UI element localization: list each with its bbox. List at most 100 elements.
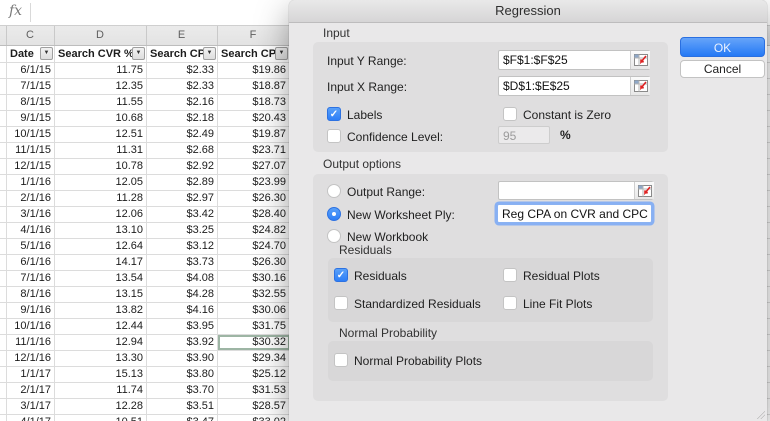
cell[interactable]: $24.70 xyxy=(218,239,290,254)
cell[interactable]: 12/1/15 xyxy=(7,159,55,174)
cell[interactable]: $23.71 xyxy=(218,143,290,158)
cell[interactable]: $4.08 xyxy=(147,271,218,286)
cell[interactable]: 11.28 xyxy=(55,191,147,206)
cell[interactable]: 12/1/16 xyxy=(7,351,55,366)
filter-dropdown-icon[interactable]: ▼ xyxy=(275,47,288,60)
cell[interactable]: $3.25 xyxy=(147,223,218,238)
cell[interactable] xyxy=(0,46,7,62)
cell[interactable]: 12.51 xyxy=(55,127,147,142)
cell[interactable] xyxy=(0,319,7,334)
cell[interactable] xyxy=(0,303,7,318)
cell[interactable]: 9/1/15 xyxy=(7,111,55,126)
cell[interactable] xyxy=(0,79,7,94)
input-y-range-field[interactable]: $F$1:$F$25 xyxy=(498,50,650,70)
cell[interactable]: $23.99 xyxy=(218,175,290,190)
cell[interactable]: 6/1/15 xyxy=(7,63,55,78)
header-cell-cvr[interactable]: Search CVR % ▼ xyxy=(55,46,147,62)
column-header-f[interactable]: F xyxy=(249,29,257,41)
range-picker-icon[interactable] xyxy=(630,51,650,69)
cell[interactable]: 13.30 xyxy=(55,351,147,366)
header-cell-cpa[interactable]: Search CPA ▼ xyxy=(218,46,290,62)
cell[interactable] xyxy=(0,335,7,350)
cell[interactable]: $18.87 xyxy=(218,79,290,94)
cell[interactable]: $29.34 xyxy=(218,351,290,366)
column-header-d[interactable]: D xyxy=(96,29,104,41)
cell[interactable]: $2.89 xyxy=(147,175,218,190)
input-x-range-field[interactable]: $D$1:$E$25 xyxy=(498,76,650,96)
new-worksheet-field[interactable]: Reg CPA on CVR and CPC xyxy=(497,204,652,223)
cell[interactable]: $4.16 xyxy=(147,303,218,318)
cell[interactable]: 12.44 xyxy=(55,319,147,334)
cell[interactable]: $25.12 xyxy=(218,367,290,382)
cell[interactable]: 12.06 xyxy=(55,207,147,222)
cancel-button[interactable]: Cancel xyxy=(680,60,765,78)
cell[interactable] xyxy=(0,383,7,398)
cell[interactable]: $28.40 xyxy=(218,207,290,222)
cell[interactable] xyxy=(0,127,7,142)
cell[interactable] xyxy=(0,223,7,238)
cell[interactable]: 13.10 xyxy=(55,223,147,238)
cell[interactable] xyxy=(0,63,7,78)
cell[interactable] xyxy=(0,95,7,110)
cell[interactable]: 2/1/17 xyxy=(7,383,55,398)
cell[interactable] xyxy=(0,287,7,302)
cell[interactable]: 3/1/16 xyxy=(7,207,55,222)
labels-checkbox[interactable] xyxy=(327,107,341,121)
cell[interactable]: $3.73 xyxy=(147,255,218,270)
cell[interactable]: 10.68 xyxy=(55,111,147,126)
cell[interactable]: 2/1/16 xyxy=(7,191,55,206)
cell[interactable]: $3.12 xyxy=(147,239,218,254)
cell[interactable]: $3.51 xyxy=(147,399,218,414)
cell[interactable]: $33.02 xyxy=(218,415,290,421)
cell[interactable]: 12.35 xyxy=(55,79,147,94)
cell[interactable]: $2.68 xyxy=(147,143,218,158)
constant-zero-checkbox[interactable] xyxy=(503,107,517,121)
cell[interactable]: $30.06 xyxy=(218,303,290,318)
cell[interactable]: $31.53 xyxy=(218,383,290,398)
cell[interactable]: $24.82 xyxy=(218,223,290,238)
cell[interactable]: 7/1/15 xyxy=(7,79,55,94)
filter-dropdown-icon[interactable]: ▼ xyxy=(132,47,145,60)
cell[interactable]: $2.92 xyxy=(147,159,218,174)
filter-dropdown-icon[interactable]: ▼ xyxy=(203,47,216,60)
cell[interactable]: 11.75 xyxy=(55,63,147,78)
cell[interactable]: $27.07 xyxy=(218,159,290,174)
cell[interactable]: $3.90 xyxy=(147,351,218,366)
cell[interactable]: 4/1/16 xyxy=(7,223,55,238)
cell[interactable]: $19.86 xyxy=(218,63,290,78)
cell[interactable]: 13.82 xyxy=(55,303,147,318)
resize-grip[interactable] xyxy=(757,411,765,419)
range-picker-icon[interactable] xyxy=(634,182,654,199)
cell[interactable]: 11.55 xyxy=(55,95,147,110)
header-cell-cpc[interactable]: Search CPC ▼ xyxy=(147,46,218,62)
filter-dropdown-icon[interactable]: ▼ xyxy=(40,47,53,60)
cell[interactable]: $3.80 xyxy=(147,367,218,382)
cell[interactable]: $26.30 xyxy=(218,255,290,270)
selected-cell[interactable]: $30.32 xyxy=(218,335,290,350)
cell[interactable]: $2.33 xyxy=(147,79,218,94)
cell[interactable]: 11/1/16 xyxy=(7,335,55,350)
cell[interactable]: 8/1/16 xyxy=(7,287,55,302)
cell[interactable]: 12.05 xyxy=(55,175,147,190)
cell[interactable]: 8/1/15 xyxy=(7,95,55,110)
cell[interactable] xyxy=(0,191,7,206)
cell[interactable]: $30.16 xyxy=(218,271,290,286)
cell[interactable]: 10.78 xyxy=(55,159,147,174)
cell[interactable]: $31.75 xyxy=(218,319,290,334)
cell[interactable] xyxy=(0,159,7,174)
range-picker-icon[interactable] xyxy=(630,77,650,95)
cell[interactable]: 12.64 xyxy=(55,239,147,254)
cell[interactable]: 10/1/16 xyxy=(7,319,55,334)
cell[interactable]: 10/1/15 xyxy=(7,127,55,142)
cell[interactable] xyxy=(0,143,7,158)
cell[interactable]: $4.28 xyxy=(147,287,218,302)
line-fit-plots-checkbox[interactable] xyxy=(503,296,517,310)
cell[interactable]: $3.47 xyxy=(147,415,218,421)
cell[interactable] xyxy=(0,367,7,382)
output-range-radio[interactable] xyxy=(327,184,341,198)
new-worksheet-radio[interactable] xyxy=(327,207,341,221)
cell[interactable]: 14.17 xyxy=(55,255,147,270)
cell[interactable]: 13.15 xyxy=(55,287,147,302)
cell[interactable]: $3.70 xyxy=(147,383,218,398)
cell[interactable]: $2.16 xyxy=(147,95,218,110)
